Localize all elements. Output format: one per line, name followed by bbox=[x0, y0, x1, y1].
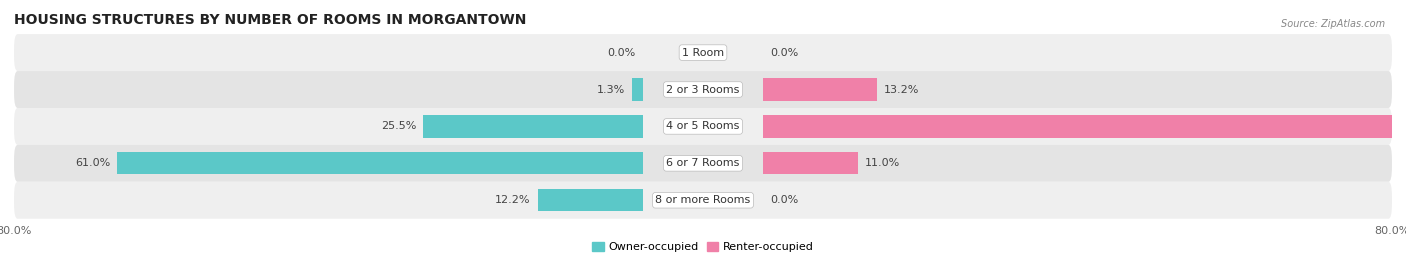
Text: 6 or 7 Rooms: 6 or 7 Rooms bbox=[666, 158, 740, 168]
Legend: Owner-occupied, Renter-occupied: Owner-occupied, Renter-occupied bbox=[588, 237, 818, 256]
Bar bbox=[763, 79, 877, 101]
Bar bbox=[537, 189, 643, 211]
FancyBboxPatch shape bbox=[14, 182, 1392, 219]
Bar bbox=[763, 115, 1406, 137]
Text: 0.0%: 0.0% bbox=[770, 48, 799, 58]
Text: 61.0%: 61.0% bbox=[76, 158, 111, 168]
Text: HOUSING STRUCTURES BY NUMBER OF ROOMS IN MORGANTOWN: HOUSING STRUCTURES BY NUMBER OF ROOMS IN… bbox=[14, 13, 526, 27]
Text: 8 or more Rooms: 8 or more Rooms bbox=[655, 195, 751, 205]
FancyBboxPatch shape bbox=[14, 145, 1392, 182]
Text: Source: ZipAtlas.com: Source: ZipAtlas.com bbox=[1281, 19, 1385, 29]
FancyBboxPatch shape bbox=[14, 71, 1392, 108]
Text: 13.2%: 13.2% bbox=[884, 84, 920, 94]
Text: 2 or 3 Rooms: 2 or 3 Rooms bbox=[666, 84, 740, 94]
Text: 25.5%: 25.5% bbox=[381, 121, 416, 132]
Bar bbox=[117, 152, 643, 174]
Text: 11.0%: 11.0% bbox=[865, 158, 900, 168]
Text: 0.0%: 0.0% bbox=[770, 195, 799, 205]
Text: 0.0%: 0.0% bbox=[607, 48, 636, 58]
Bar bbox=[763, 152, 858, 174]
FancyBboxPatch shape bbox=[14, 108, 1392, 145]
FancyBboxPatch shape bbox=[14, 34, 1392, 71]
Bar bbox=[423, 115, 643, 137]
Text: 4 or 5 Rooms: 4 or 5 Rooms bbox=[666, 121, 740, 132]
Text: 1.3%: 1.3% bbox=[596, 84, 624, 94]
Text: 12.2%: 12.2% bbox=[495, 195, 531, 205]
Bar bbox=[631, 79, 643, 101]
Text: 1 Room: 1 Room bbox=[682, 48, 724, 58]
